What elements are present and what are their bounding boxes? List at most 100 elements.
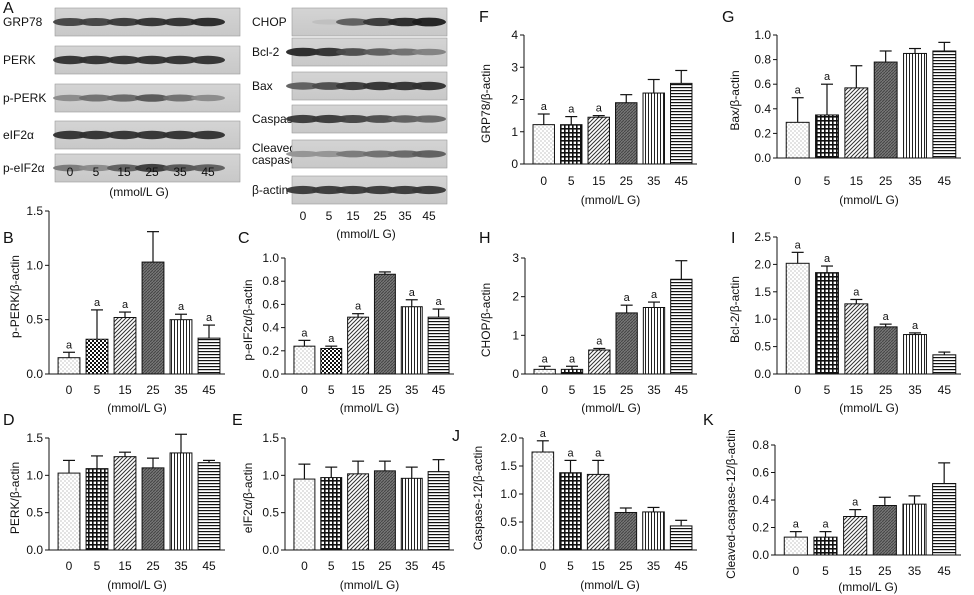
y-tick-label: 1.0 [262,251,279,265]
x-tick-label-5: 5 [94,383,101,397]
y-axis-label: Cleaved-caspase-12/β-actin [724,429,738,579]
x-tick-label-35: 35 [908,174,922,188]
blot-band [191,130,225,140]
significance-label-45: a [436,296,443,308]
blot-band [336,81,370,91]
significance-label-5: a [94,297,101,309]
significance-label-5: a [328,333,335,345]
x-tick-label-25: 25 [146,559,160,573]
x-tick-label-25: 25 [378,383,392,397]
blot-lane-label: 5 [93,165,100,179]
significance-label-5: a [824,71,831,83]
blot-band [107,130,141,140]
y-tick-label: 2.5 [754,230,771,244]
x-tick-label-5: 5 [94,559,101,573]
blot-band [53,164,87,172]
y-tick-label: 1.0 [26,258,43,272]
chart-panel-b: B 0.0 0.5 1.0 1.5 p-PERK/β-actin a 0 a 5 a 15 25 a 35 a… [3,204,225,415]
x-tick-label-0: 0 [301,559,308,573]
panel-letter-f: F [479,9,489,26]
x-tick-label-15: 15 [850,174,864,188]
blot-lane-label: 45 [201,165,215,179]
blot-band [135,17,169,27]
x-tick-label-25: 25 [878,564,892,578]
chart-panel-f: F 0 1 2 3 4 GRP78/β-actin a 0 a 5 a 15 25 35 45 (mmol/L … [479,9,697,207]
bar-35 [400,306,423,375]
panel-letter-b: B [3,230,14,247]
chart-panel-g: G 0.0 0.2 0.4 0.6 0.8 1.0 Bax/β-actin a 0 a 5 15 25 35… [722,9,961,207]
significance-label-35: a [912,320,919,332]
x-axis-label: (mmol/L G) [340,401,400,415]
bar-5 [85,468,109,551]
bar-15 [113,456,137,551]
blot-band [135,163,169,173]
y-tick-label: 1 [511,125,518,139]
y-tick-label: 0.5 [26,313,43,327]
y-tick-label: 0.5 [754,340,771,354]
y-tick-label: 0.4 [262,321,279,335]
x-tick-label-35: 35 [174,559,188,573]
x-tick-label-5: 5 [824,383,831,397]
bar-25 [615,312,638,375]
panel-letter-g: G [722,9,734,26]
y-axis-label: p-eIF2α/β-actin [241,279,255,360]
y-tick-label: 1.5 [754,285,771,299]
blot-band [191,94,225,102]
blot-lane-label: 15 [117,165,131,179]
significance-label-25: a [883,311,890,323]
chart-panel-h: H 0 1 2 3 CHOP/β-actin a 0 a 5 a 15 a 25 a 35 45 (mmol/L … [479,230,697,415]
x-tick-label-35: 35 [174,383,188,397]
significance-label-5: a [569,353,576,365]
bar-0 [57,357,81,375]
bar-5 [560,368,584,375]
x-tick-label-15: 15 [592,174,606,188]
blot-band [53,55,87,65]
y-tick-label: 0.0 [754,367,771,381]
x-tick-label-25: 25 [619,559,633,573]
significance-label-15: a [596,103,603,115]
significance-label-0: a [795,85,802,97]
blot-band [412,185,446,195]
bar-5 [320,347,343,375]
panel-letter-e: E [232,412,243,429]
y-tick-label: 0.8 [262,274,279,288]
significance-label-5: a [568,104,575,116]
significance-label-0: a [542,353,549,365]
bar-15 [586,473,610,551]
x-tick-label-25: 25 [620,383,634,397]
chart-panel-j: J 0.0 0.5 1.0 1.5 2.0 Caspase-12/β-actin a 0 a 5 a 1… [452,428,697,592]
blot-band [363,81,397,91]
y-tick-label: 0.2 [752,521,769,535]
x-tick-label-15: 15 [591,559,605,573]
bar-15 [347,316,370,375]
blot-band [388,115,422,123]
x-tick-label-5: 5 [328,559,335,573]
significance-label-5: a [822,519,829,531]
bar-25 [141,261,165,375]
blot-band [363,150,397,158]
blot-lane-label: 35 [173,165,187,179]
y-tick-label: 1.5 [26,431,43,445]
y-axis-label: Caspase-12/β-actin [471,446,485,550]
blot-band [412,48,446,56]
x-tick-label-45: 45 [202,383,216,397]
blot-band [388,150,422,158]
bar-5 [560,124,583,165]
chart-panel-k: K 0.0 0.2 0.4 0.6 0.8 Cleaved-caspase-12/β-act… [703,412,961,594]
x-axis-label: (mmol/L G) [581,401,641,415]
blot-group-right: CHOPBcl-2BaxCaspase-12Cleaved-caspase-12… [252,7,448,241]
bar-45 [932,483,957,556]
bar-45 [669,525,693,551]
blot-band [79,164,113,172]
bar-0 [532,124,555,165]
y-tick-label: 4 [511,28,518,42]
significance-label-5: a [824,253,831,265]
x-tick-label-0: 0 [540,174,547,188]
blot-band [412,81,446,91]
x-tick-label-35: 35 [647,383,661,397]
y-tick-label: 1 [512,328,519,342]
significance-label-0: a [540,428,547,440]
blot-lane-label: 15 [346,209,360,223]
blot-band [336,18,370,26]
